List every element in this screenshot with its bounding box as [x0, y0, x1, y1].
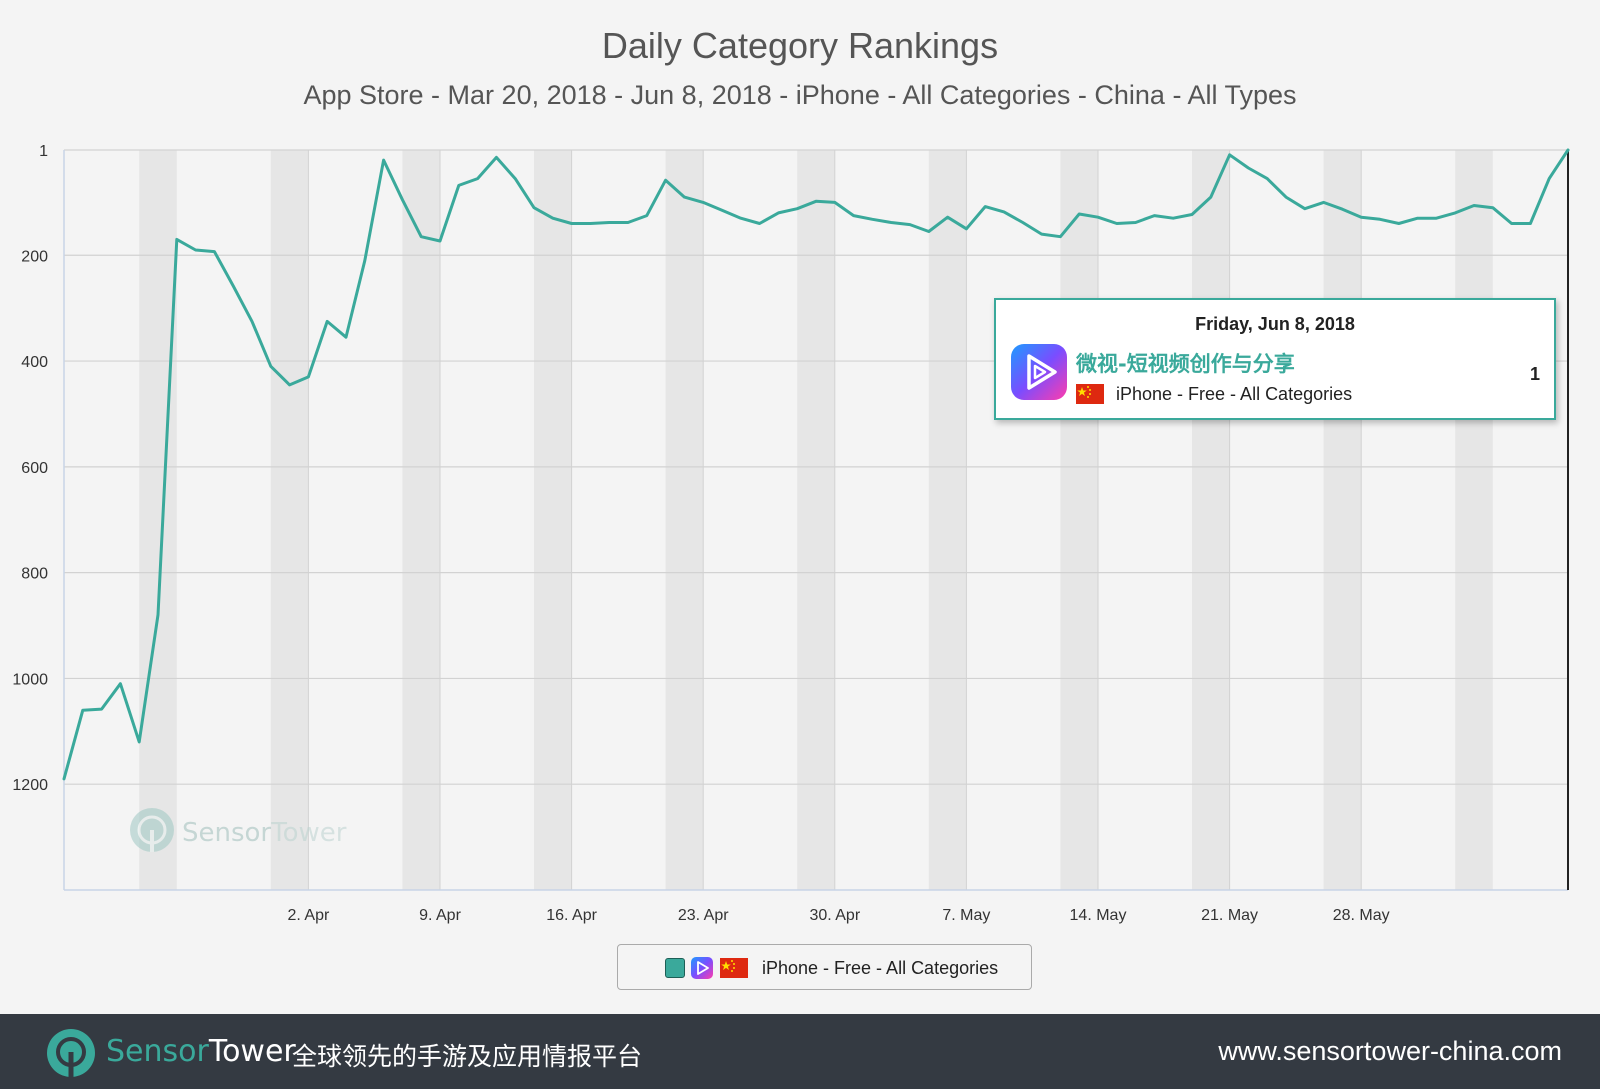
- legend-label: iPhone - Free - All Categories: [762, 958, 999, 978]
- weekend-band: [139, 150, 177, 890]
- axes: [63, 150, 1569, 891]
- play-icon: [1027, 354, 1057, 390]
- weekend-band: [1060, 150, 1098, 890]
- x-tick-label: 30. Apr: [809, 907, 860, 924]
- y-tick-label: 600: [21, 460, 48, 477]
- footer-bar: SensorTower 全球领先的手游及应用情报平台 www.sensortow…: [0, 1014, 1600, 1089]
- chart-area: Daily Category Rankings App Store - Mar …: [12, 25, 1570, 924]
- sensortower-watermark: SensorTower: [128, 806, 346, 859]
- x-tick-label: 16. Apr: [546, 907, 597, 924]
- data-tooltip: Friday, Jun 8, 2018 微视-短视频创作与分享 iPhone -…: [994, 298, 1556, 420]
- play-icon: [697, 961, 709, 975]
- y-tick-label: 1000: [12, 671, 48, 688]
- tooltip-rank: 1: [1529, 364, 1540, 384]
- series-group: [62, 148, 1570, 781]
- weekend-band: [402, 150, 440, 890]
- footer-brand-sensor: Sensor: [106, 1034, 209, 1069]
- weekend-band: [665, 150, 704, 890]
- footer-brand: SensorTower: [106, 1034, 296, 1069]
- watermark-brand-tower: Tower: [271, 818, 347, 848]
- footer-brand-tower: Tower: [208, 1034, 296, 1069]
- series-swatch: [665, 958, 685, 978]
- chart-subtitle: App Store - Mar 20, 2018 - Jun 8, 2018 -…: [303, 80, 1296, 110]
- sensortower-logo-icon: [47, 1029, 95, 1078]
- x-tick-label: 21. May: [1201, 907, 1258, 924]
- x-axis-ticks: 2. Apr 9. Apr 16. Apr 23. Apr 30. Apr 7. May 1…: [287, 907, 1389, 924]
- weekend-band: [1192, 150, 1230, 890]
- y-tick-label: 1200: [12, 777, 48, 794]
- x-tick-label: 2. Apr: [287, 907, 329, 924]
- x-tick-label: 7. May: [942, 907, 990, 924]
- legend-app-icon: [691, 957, 713, 979]
- chart-legend[interactable]: iPhone - Free - All Categories: [617, 944, 1032, 990]
- footer-url[interactable]: www.sensortower-china.com: [1218, 1036, 1562, 1066]
- china-flag-icon: [1076, 384, 1104, 404]
- series-line: [62, 148, 1570, 781]
- tooltip-app-name: 微视-短视频创作与分享: [1076, 352, 1295, 376]
- tooltip-series-label: iPhone - Free - All Categories: [1116, 384, 1353, 404]
- x-tick-label: 9. Apr: [419, 907, 461, 924]
- weekend-band: [797, 150, 835, 890]
- china-flag-icon: [720, 958, 748, 978]
- y-tick-label: 800: [21, 566, 48, 583]
- weekend-band: [928, 150, 967, 890]
- weekend-band: [270, 150, 309, 890]
- y-tick-label: 1: [39, 143, 48, 160]
- x-tick-label: 23. Apr: [678, 907, 729, 924]
- tooltip-date: Friday, Jun 8, 2018: [1195, 314, 1355, 334]
- weekend-band: [1323, 150, 1362, 890]
- chart-title: Daily Category Rankings: [602, 25, 998, 66]
- footer-tagline: 全球领先的手游及应用情报平台: [292, 1042, 643, 1071]
- watermark-brand-sensor: Sensor: [182, 818, 272, 848]
- y-tick-label: 400: [21, 354, 48, 371]
- y-tick-label: 200: [21, 248, 48, 265]
- weekend-bands: [139, 150, 1493, 890]
- watermark-text: SensorTower: [182, 818, 346, 848]
- app-icon: [1011, 344, 1067, 400]
- x-tick-label: 14. May: [1070, 907, 1127, 924]
- weekend-band: [1455, 150, 1493, 890]
- sensortower-logo-icon: [130, 808, 174, 852]
- x-tick-label: 28. May: [1333, 907, 1390, 924]
- weekend-band: [534, 150, 572, 890]
